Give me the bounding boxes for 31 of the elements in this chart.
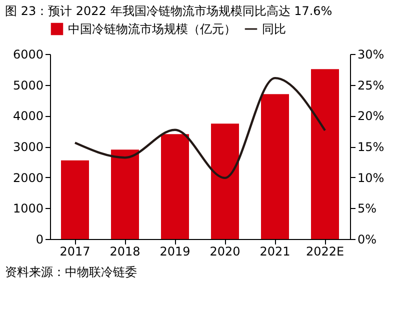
y2-tick-label: 10% <box>358 170 384 185</box>
y-tick-label: 4000 <box>12 109 44 124</box>
x-tick-label: 2018 <box>110 244 140 258</box>
y-tick-label: 6000 <box>12 48 44 62</box>
bar <box>311 69 339 239</box>
y-tick-label: 5000 <box>12 78 44 92</box>
bar <box>261 94 289 239</box>
y2-tick-label: 20% <box>358 109 384 124</box>
y-tick-label: 1000 <box>12 202 44 216</box>
x-tick-label: 2021 <box>260 244 290 258</box>
y-tick-label: 3000 <box>12 140 44 154</box>
x-tick-label: 2017 <box>60 244 90 258</box>
line-series <box>74 76 326 180</box>
y-tick-label: 0 <box>36 232 44 246</box>
x-tick-label: 2022E <box>306 244 344 258</box>
y-tick-label: 2000 <box>12 170 44 185</box>
text: 资料来源：中物联冷链委 <box>5 265 137 279</box>
legend-label: 同比 <box>262 22 286 36</box>
bar <box>111 150 139 239</box>
y2-tick-label: 5% <box>358 202 377 216</box>
bar <box>161 134 189 239</box>
x-tick-label: 2019 <box>160 244 190 258</box>
y2-tick-label: 25% <box>358 78 384 92</box>
y2-tick-label: 0% <box>358 232 377 246</box>
y2-tick-label: 15% <box>358 140 384 154</box>
bar <box>61 160 89 239</box>
legend-label: 中国冷链物流市场规模（亿元） <box>68 22 236 36</box>
x-tick-label: 2020 <box>210 244 240 258</box>
bar <box>211 124 239 239</box>
chart-title: 图 23：预计 2022 年我国冷链物流市场规模同比高达 17.6% <box>5 4 332 18</box>
y2-tick-label: 30% <box>358 48 384 62</box>
